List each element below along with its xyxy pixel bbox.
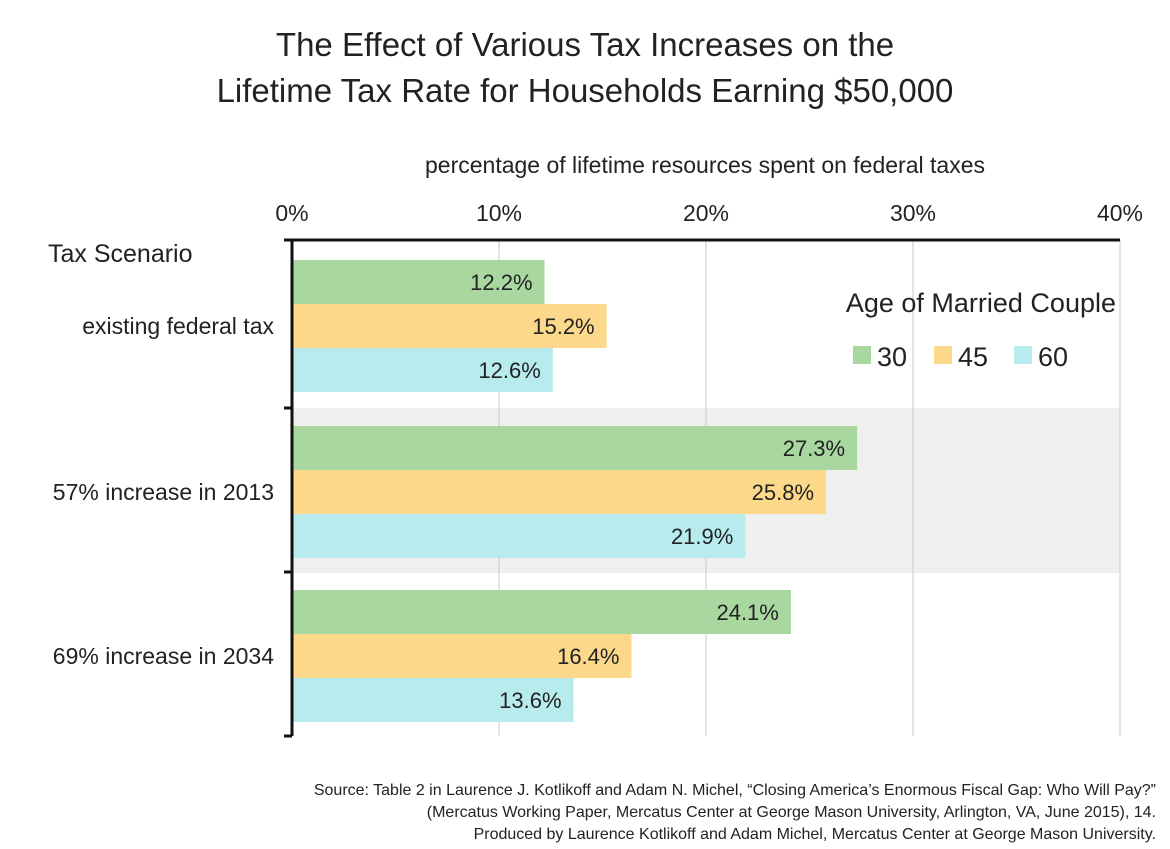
chart-title-text: Lifetime Tax Rate for Households Earning (216, 72, 835, 109)
data-label: 24.1% (716, 600, 778, 625)
bar (292, 678, 574, 722)
data-label: 25.8% (752, 480, 814, 505)
bar (292, 304, 607, 348)
legend-label: 30 (877, 342, 907, 372)
bar (292, 260, 545, 304)
y-axis-title: Tax Scenario (48, 240, 193, 268)
data-label: 16.4% (557, 644, 619, 669)
legend-title: Age of Married Couple (846, 288, 1116, 318)
x-tick-label: 10% (476, 200, 522, 226)
x-tick-label: 20% (683, 200, 729, 226)
x-tick-label: 40% (1097, 200, 1143, 226)
bar (292, 590, 791, 634)
legend-label: 60 (1038, 342, 1068, 372)
source-line-1: Source: Table 2 in Laurence J. Kotlikoff… (313, 782, 1156, 799)
category-label: 69% increase in 2034 (53, 643, 274, 669)
data-label: 12.2% (470, 270, 532, 295)
data-label: 12.6% (478, 358, 540, 383)
legend-swatch (934, 346, 952, 364)
data-label: 27.3% (783, 436, 845, 461)
chart-title-amount: $50,000 (834, 72, 954, 109)
legend-swatch (1014, 346, 1032, 364)
bar (292, 470, 827, 514)
source-line-2: (Mercatus Working Paper, Mercatus Center… (426, 804, 1156, 821)
bar (292, 634, 632, 678)
legend-label: 45 (958, 342, 988, 372)
legend-swatch (853, 346, 871, 364)
x-tick-label: 30% (890, 200, 936, 226)
bar (292, 426, 858, 470)
data-label: 21.9% (671, 524, 733, 549)
bar (292, 514, 746, 558)
x-tick-label: 0% (275, 200, 308, 226)
source-line-3: Produced by Laurence Kotlikoff and Adam … (473, 826, 1156, 843)
x-axis-title: percentage of lifetime resources spent o… (425, 152, 985, 178)
data-label: 13.6% (499, 688, 561, 713)
data-label: 15.2% (532, 314, 594, 339)
bar (292, 348, 553, 392)
category-label: existing federal tax (82, 313, 274, 339)
chart-title-line2: Lifetime Tax Rate for Households Earning… (0, 70, 1170, 112)
chart-title-line1: The Effect of Various Tax Increases on t… (275, 26, 895, 63)
category-label: 57% increase in 2013 (53, 479, 274, 505)
